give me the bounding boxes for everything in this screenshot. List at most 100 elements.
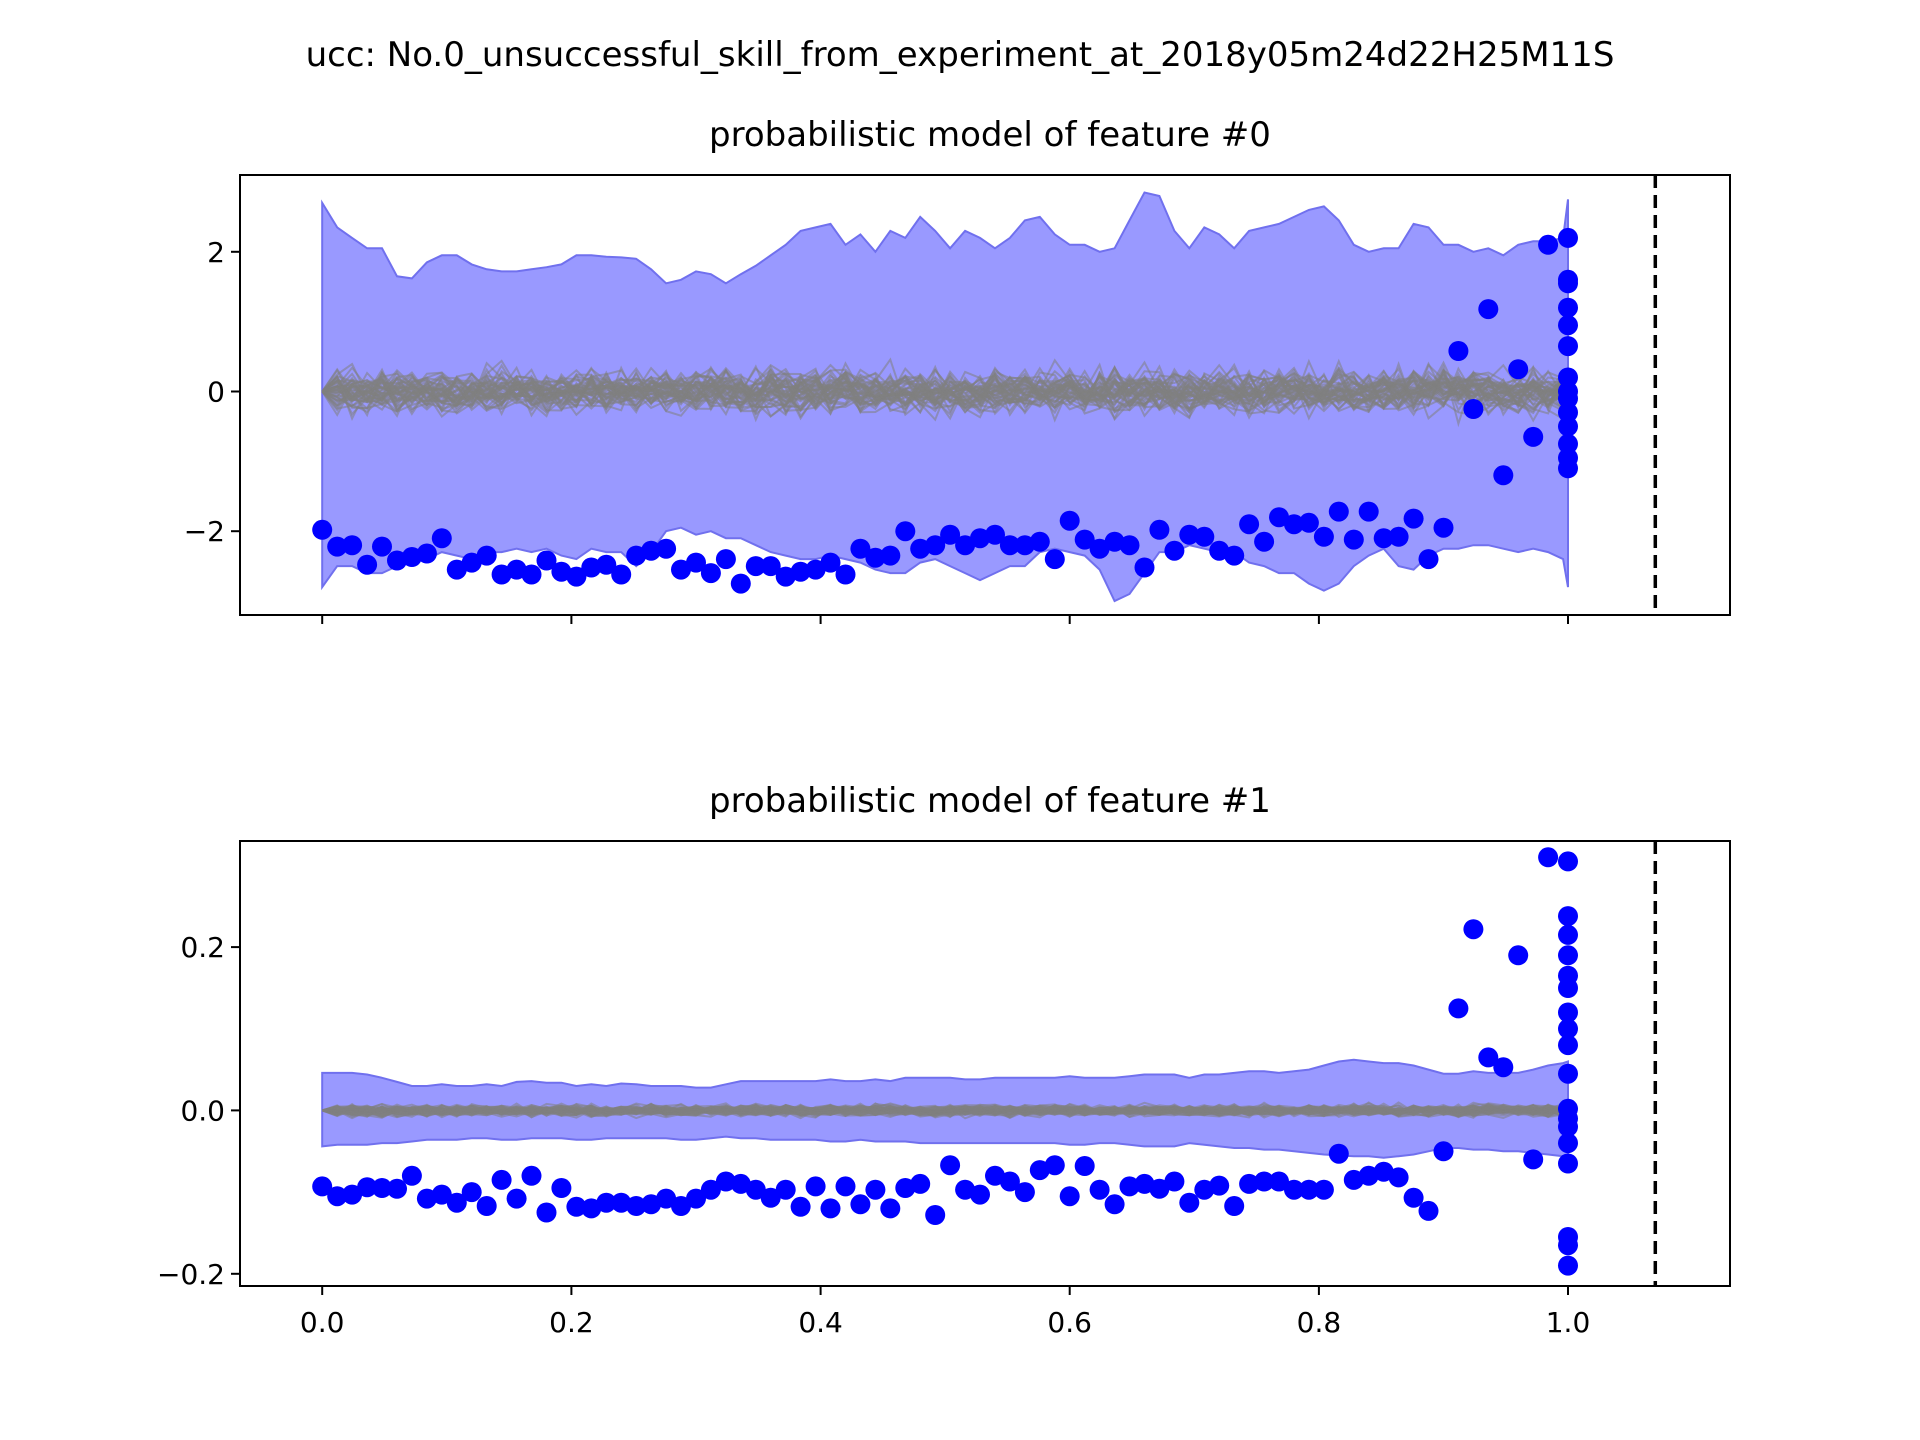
data-point xyxy=(1149,1178,1170,1199)
data-point xyxy=(446,1192,467,1213)
data-point xyxy=(805,559,826,580)
data-point xyxy=(1254,1171,1275,1192)
data-point xyxy=(656,538,677,559)
data-point xyxy=(686,1188,706,1209)
data-point xyxy=(1373,528,1394,549)
data-point xyxy=(1209,540,1230,561)
data-point xyxy=(1269,507,1289,528)
data-point xyxy=(970,1184,990,1205)
data-point xyxy=(1014,535,1035,556)
data-point xyxy=(626,1196,647,1216)
data-point xyxy=(1478,1047,1499,1068)
data-point xyxy=(790,1196,811,1217)
data-point xyxy=(1089,1179,1110,1200)
data-point xyxy=(865,1179,886,1200)
data-point xyxy=(476,1196,497,1216)
data-point xyxy=(985,524,1005,545)
data-point xyxy=(745,556,766,577)
data-point xyxy=(1074,529,1095,550)
data-point xyxy=(1089,538,1110,559)
subplot-feature-1: probabilistic model of feature #1 0.0 0.2… xyxy=(157,781,1731,1339)
sample-trajectory xyxy=(321,362,1569,428)
data-point xyxy=(671,1196,691,1216)
data-point xyxy=(1104,531,1125,552)
data-point xyxy=(1558,402,1578,423)
data-point xyxy=(327,1186,348,1207)
y-tick-label: 0.2 xyxy=(180,931,225,964)
data-point xyxy=(1239,1173,1260,1194)
data-point xyxy=(1493,1057,1514,1078)
data-point xyxy=(611,564,632,585)
data-point xyxy=(910,538,931,559)
data-point xyxy=(880,545,901,566)
data-point xyxy=(491,1169,512,1190)
sample-trajectory xyxy=(322,1103,1569,1117)
data-point xyxy=(730,1173,751,1194)
data-point xyxy=(431,528,452,549)
x-tick-label: 0.4 xyxy=(798,1306,843,1339)
data-point xyxy=(1388,1167,1409,1188)
data-point xyxy=(1284,1179,1304,1200)
data-point xyxy=(1194,526,1215,547)
data-point xyxy=(1463,919,1484,940)
data-point xyxy=(1558,924,1578,945)
data-point xyxy=(1284,514,1304,535)
data-point xyxy=(1558,1255,1578,1276)
data-point xyxy=(1059,510,1080,531)
data-point xyxy=(835,564,856,585)
data-point xyxy=(760,1187,781,1208)
figure-suptitle: ucc: No.0_unsuccessful_skill_from_experi… xyxy=(306,35,1615,75)
data-point xyxy=(1478,299,1499,320)
data-point xyxy=(970,528,990,549)
data-point xyxy=(1558,1035,1578,1056)
data-point xyxy=(342,535,363,556)
data-point xyxy=(1558,336,1578,357)
data-point xyxy=(1104,1194,1125,1215)
data-point xyxy=(416,543,437,564)
x-tick-label: 0.6 xyxy=(1047,1306,1092,1339)
data-point xyxy=(1558,458,1578,479)
data-point xyxy=(1343,529,1364,550)
x-tick-label: 1.0 xyxy=(1546,1306,1591,1339)
y-tick-label: 0.0 xyxy=(180,1094,225,1127)
sample-trajectories xyxy=(321,1101,1569,1120)
data-point xyxy=(940,1155,961,1176)
data-point xyxy=(1558,381,1578,402)
data-point xyxy=(506,1188,527,1209)
data-point xyxy=(820,1198,841,1219)
data-point xyxy=(1448,341,1469,361)
data-point xyxy=(1164,540,1185,561)
data-point xyxy=(491,564,512,585)
data-point xyxy=(596,1192,617,1213)
data-point xyxy=(999,1171,1020,1192)
observed-points xyxy=(312,847,1578,1276)
axes-frame xyxy=(239,840,1731,1287)
data-point xyxy=(461,1182,482,1203)
data-point xyxy=(327,536,348,557)
axes-frame xyxy=(239,174,1731,616)
data-point xyxy=(1433,517,1454,538)
data-point xyxy=(1149,519,1170,540)
sample-trajectory xyxy=(321,361,1569,423)
y-tick-label: −0.2 xyxy=(157,1258,225,1291)
sample-trajectory xyxy=(321,360,1569,419)
data-point xyxy=(1508,359,1529,380)
data-point xyxy=(551,1178,572,1198)
data-point xyxy=(1313,526,1334,547)
data-point xyxy=(1298,1179,1319,1200)
y-tick-label: −2 xyxy=(184,515,225,548)
data-point xyxy=(1558,367,1578,388)
data-point xyxy=(1074,1156,1095,1176)
data-point xyxy=(401,1165,422,1186)
data-point xyxy=(446,559,467,580)
data-point xyxy=(1558,945,1578,966)
x-tick-label: 0.2 xyxy=(549,1306,594,1339)
data-point xyxy=(401,547,422,567)
data-point xyxy=(820,552,841,573)
data-point xyxy=(700,1179,721,1200)
data-point xyxy=(955,535,976,556)
data-point xyxy=(1224,545,1245,566)
x-tick-label: 0.8 xyxy=(1297,1306,1342,1339)
data-point xyxy=(686,552,706,573)
data-point xyxy=(1358,501,1379,522)
